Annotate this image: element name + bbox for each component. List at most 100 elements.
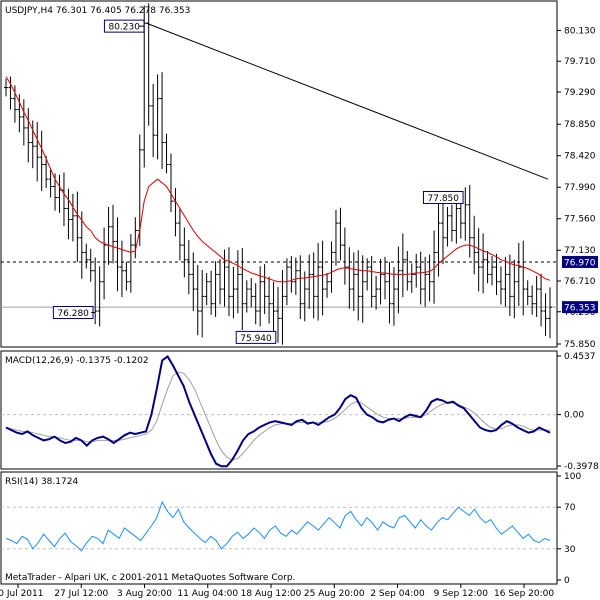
ohlc-bar <box>21 99 26 146</box>
rsi-y-tick-label: 100 <box>564 472 581 482</box>
ohlc-bar <box>30 120 35 169</box>
ohlc-bar <box>146 3 151 126</box>
price-pane-header: USDJPY,H4 76.301 76.405 76.278 76.353 <box>5 6 190 16</box>
rsi-pane-header: RSI(14) 38.1724 <box>5 477 78 487</box>
ohlc-bar <box>307 254 312 309</box>
swing-low-2-label-text: 75.940 <box>240 334 272 344</box>
level-price-label: 76.970 <box>562 255 598 268</box>
time-tick-label: 27 Jul 12:00 <box>54 589 108 599</box>
price-y-tick-label: 77.130 <box>564 246 596 256</box>
ohlc-bar <box>507 254 512 317</box>
ohlc-bar <box>213 261 218 317</box>
ohlc-bar <box>160 72 165 169</box>
price-y-tick-label: 77.990 <box>564 183 596 193</box>
price-pane: USDJPY,H4 76.301 76.405 76.278 76.353 80… <box>0 0 598 350</box>
ohlc-bar <box>498 266 503 305</box>
ohlc-bar <box>365 258 370 291</box>
swing-high-label-text: 80.230 <box>108 23 140 33</box>
ohlc-bar <box>271 281 276 334</box>
ohlc-bar <box>17 94 22 133</box>
ohlc-bar <box>316 242 321 321</box>
ohlc-bar <box>449 204 454 242</box>
ohlc-bar <box>235 250 240 314</box>
ohlc-bar <box>423 256 428 307</box>
ohlc-bar <box>360 255 365 323</box>
ohlc-bar <box>26 108 31 163</box>
macd-pane-header: MACD(12,26,9) -0.1375 -0.1202 <box>5 356 149 366</box>
macd-main-line <box>5 355 551 468</box>
ohlc-bar <box>347 247 352 309</box>
ohlc-bar <box>226 247 231 317</box>
ohlc-bar <box>418 251 423 305</box>
ohlc-bar <box>472 215 477 275</box>
time-tick-label: 9 Sep 12:00 <box>434 589 489 599</box>
ohlc-bar <box>356 250 361 321</box>
ohlc-bar <box>387 261 392 324</box>
ohlc-bar <box>48 168 53 198</box>
current-price-label: 76.353 <box>562 301 598 314</box>
ohlc-bar <box>445 207 450 247</box>
ohlc-bar <box>151 83 156 158</box>
macd-y-tick-label: 0.4537 <box>564 352 596 362</box>
ohlc-bar <box>320 240 325 316</box>
ohlc-bar <box>66 188 71 240</box>
macd-signal-line <box>5 371 550 461</box>
ohlc-bar <box>119 240 124 298</box>
ohlc-bar <box>463 187 468 241</box>
footer-copyright: MetaTrader - Alpari UK, c 2001-2011 Meta… <box>5 573 295 583</box>
macd-y-tick-label: -0.3978 <box>564 462 599 472</box>
ohlc-bar <box>164 133 169 174</box>
ohlc-bar <box>400 233 405 298</box>
swing-low-2-label: 75.940 <box>235 330 277 344</box>
ohlc-bar <box>79 211 84 279</box>
time-tick-label: 18 Aug 12:00 <box>241 589 302 599</box>
ohlc-bar <box>329 241 334 293</box>
ohlc-bar <box>481 233 486 294</box>
ohlc-bar <box>302 271 307 322</box>
time-axis: 20 Jul 2011 27 Jul 12:00 3 Aug 20:00 11 Aug… <box>0 584 554 599</box>
time-tick-label: 16 Sep 20:00 <box>494 589 554 599</box>
price-y-tick-label: 79.710 <box>564 57 596 67</box>
ohlc-bar <box>548 287 552 339</box>
ohlc-bar <box>102 227 107 300</box>
ohlc-bar <box>262 264 267 314</box>
ohlc-bar <box>516 242 521 306</box>
ohlc-bar <box>280 270 285 345</box>
current-price-label-text: 76.353 <box>564 304 596 314</box>
ohlc-bar <box>35 122 40 182</box>
ohlc-bar <box>155 74 160 160</box>
ohlc-bar <box>391 267 396 326</box>
ohlc-bar <box>414 253 419 288</box>
ohlc-bar <box>249 278 254 308</box>
trendline <box>146 22 549 180</box>
ohlc-bar <box>97 266 102 327</box>
ohlc-bar <box>311 252 316 319</box>
macd-y-tick-label: 0.00 <box>564 411 584 421</box>
swing-high-2-label: 77.850 <box>422 190 464 204</box>
ohlc-bar <box>182 227 187 278</box>
price-annotations: 80.230 77.850 76.280 75.940 76.970 76.353 <box>52 19 598 344</box>
ohlc-bar <box>231 267 236 319</box>
level-price-label-text: 76.970 <box>564 258 596 268</box>
ohlc-bar <box>276 286 280 343</box>
price-y-tick-label: 78.420 <box>564 152 596 162</box>
ohlc-bar <box>8 76 13 110</box>
current-price-label-box <box>562 301 598 314</box>
time-tick-label: 20 Jul 2011 <box>0 589 43 599</box>
price-bars <box>4 3 552 345</box>
price-y-tick-label: 75.850 <box>564 340 596 350</box>
ohlc-bar <box>253 283 258 325</box>
macd-y-axis: 0.4537 0.00 -0.3978 <box>557 352 599 472</box>
ohlc-bar <box>338 207 343 261</box>
swing-low-2-label-box <box>235 330 277 344</box>
ohlc-bar <box>128 234 133 293</box>
ohlc-bar <box>267 276 272 324</box>
rsi-line <box>5 500 551 552</box>
time-tick-label: 3 Aug 20:00 <box>117 589 172 599</box>
swing-high-2-label-box <box>422 190 464 204</box>
ohlc-bar <box>88 248 93 282</box>
ohlc-bar <box>204 272 209 306</box>
ohlc-bar <box>115 217 120 292</box>
time-tick-label: 2 Sep 04:00 <box>370 589 425 599</box>
rsi-y-tick-label: 0 <box>564 576 570 586</box>
